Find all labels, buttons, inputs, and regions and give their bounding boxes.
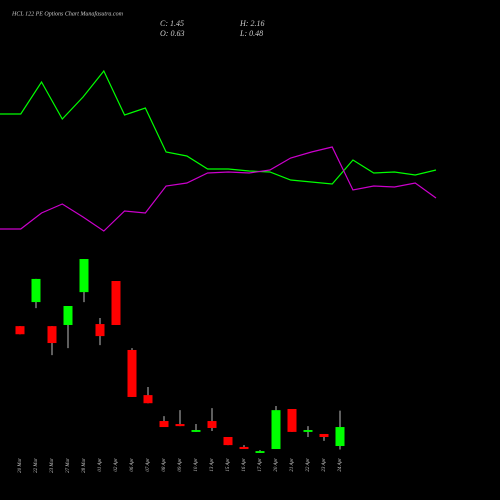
candle-body (303, 430, 313, 432)
x-tick-label: 09 Apr (178, 458, 183, 472)
candle-body (223, 436, 233, 446)
x-tick-label: 07 Apr (146, 458, 151, 472)
candle-body (127, 349, 137, 397)
x-tick-label: 02 Apr (114, 458, 119, 472)
candle-body (319, 433, 329, 437)
chart-title: HCL 122 PE Options Chart Munafasutra.com (11, 10, 124, 17)
stat-low: L: 0.48 (239, 29, 263, 38)
candle-body (239, 446, 249, 450)
x-tick-label: 10 Apr (194, 458, 199, 472)
candle-body (31, 278, 41, 303)
candle-body (287, 408, 297, 432)
x-tick-label: 16 Apr (242, 458, 247, 472)
stat-open: O: 0.63 (160, 29, 184, 38)
stat-close: C: 1.45 (160, 19, 184, 28)
x-tick-label: 23 Mar (50, 458, 55, 473)
x-tick-label: 01 Apr (98, 458, 103, 472)
candle-body (111, 281, 121, 325)
x-tick-label: 21 Apr (290, 458, 295, 472)
x-tick-label: 06 Apr (130, 458, 135, 472)
candle-body (143, 395, 153, 404)
candle-body (15, 326, 25, 335)
x-tick-label: 08 Apr (162, 458, 167, 472)
x-tick-label: 27 Mar (66, 458, 71, 473)
candle-body (47, 326, 57, 344)
x-tick-label: 28 Mar (82, 458, 87, 473)
candle-body (63, 306, 73, 325)
indicator-line (0, 146, 437, 232)
x-tick-label: 13 Apr (210, 458, 215, 472)
x-tick-label: 22 Mar (34, 458, 39, 473)
x-tick-label: 23 Apr (322, 458, 327, 472)
indicator-line (0, 69, 437, 185)
x-tick-label: 20 Apr (274, 458, 279, 472)
candle-body (79, 259, 89, 293)
candle-body (175, 424, 185, 427)
x-tick-label: 22 Apr (306, 458, 311, 472)
candle-body (335, 427, 345, 447)
candle-body (255, 451, 265, 453)
candle-body (95, 324, 105, 337)
candle-body (159, 421, 169, 428)
candle-body (191, 430, 201, 432)
x-tick-label: 20 Mar (18, 458, 23, 473)
candle-body (207, 421, 217, 428)
candle-body (271, 410, 281, 450)
x-tick-label: 17 Apr (258, 458, 263, 472)
x-tick-label: 24 Apr (338, 458, 343, 472)
x-tick-label: 15 Apr (226, 458, 231, 472)
stat-high: H: 2.16 (239, 19, 264, 28)
